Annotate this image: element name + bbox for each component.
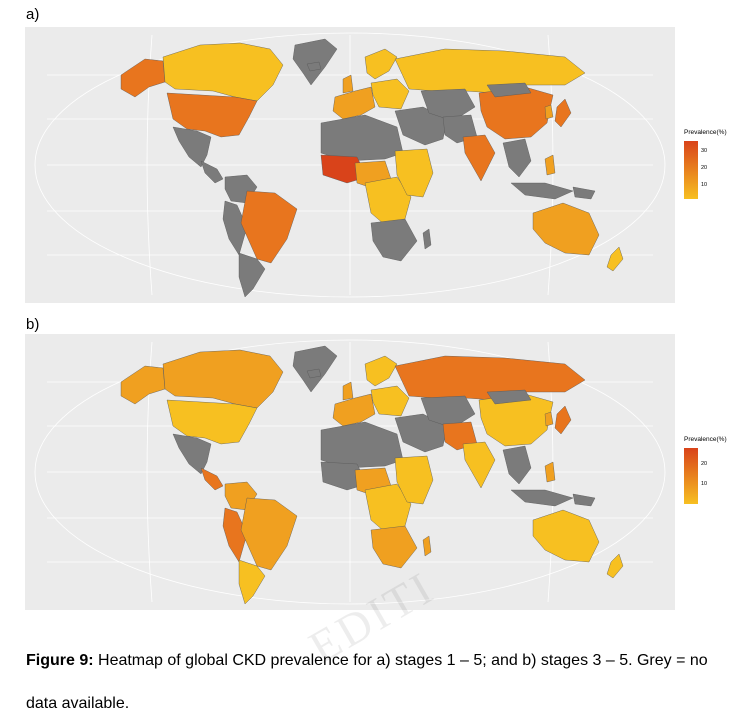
caption-figure-label: Figure 9: [26,652,94,669]
country-region-mexico-b [172,433,212,475]
country-region-uk-b [342,381,354,401]
country-region-greenland-b [292,345,338,393]
country-region-china-b [478,393,554,447]
legend-b-title: Prevalence(%) [684,436,727,443]
legend-a-tick-10: 10 [701,182,708,188]
caption-text: Heatmap of global CKD prevalence for a) … [93,652,708,669]
country-region-central-asia-b [420,395,476,429]
country-region-west-europe-a [332,86,376,120]
country-region-central-asia-a [420,88,476,122]
country-region-nz-a [606,246,624,272]
country-region-iceland-b [306,368,322,379]
country-region-brazil-a [240,190,298,264]
legend-a-tick-30: 30 [701,148,708,154]
country-region-korea-a [544,104,554,120]
country-region-australia-b [532,509,600,563]
map-panel-a [25,27,675,303]
country-region-madagascar-a [422,228,432,250]
country-region-australia-a [532,202,600,256]
country-region-se-asia-a [502,138,532,178]
country-region-turkey-m-e-b [394,413,448,453]
country-region-mongolia-a [486,82,532,98]
country-region-east-europe-b [370,385,410,417]
panel-a-label: a) [26,6,40,23]
country-region-brazil-b [240,497,298,571]
country-region-north-africa-a [320,114,404,162]
legend-a-tick-20: 20 [701,165,708,171]
country-region-alaska-b [120,365,166,405]
country-region-usa-b [166,399,258,445]
country-region-scand-a [364,48,398,80]
country-region-korea-b [544,411,554,427]
world-map-a [25,27,675,303]
country-region-southern-s-a-a [238,252,266,298]
country-region-usa-a [166,92,258,138]
legend-a-colorbar [684,141,698,199]
country-region-png-b [572,493,596,507]
country-region-central-am-a [200,160,224,184]
figure-caption-line2: data available. [26,695,130,712]
country-region-japan-b [554,405,572,435]
country-region-uk-a [342,74,354,94]
country-region-west-europe-b [332,393,376,427]
country-region-south-africa-a [370,218,418,262]
country-region-scand-b [364,355,398,387]
country-region-philippines-a [544,154,556,176]
country-region-east-africa-a [394,148,434,198]
country-region-indonesia-b [510,489,574,507]
country-region-indonesia-a [510,182,574,200]
country-region-mexico-a [172,126,212,168]
country-region-china-a [478,86,554,140]
country-region-japan-a [554,98,572,128]
country-region-south-africa-b [370,525,418,569]
legend-a-title: Prevalence(%) [684,129,727,136]
map-panel-b [25,334,675,610]
legend-b-colorbar [684,448,698,504]
country-region-india-a [462,134,496,182]
country-region-se-asia-b [502,445,532,485]
country-region-nz-b [606,553,624,579]
country-region-east-africa-b [394,455,434,505]
country-region-png-a [572,186,596,200]
country-region-north-africa-b [320,421,404,469]
figure-caption: Figure 9: Heatmap of global CKD prevalen… [26,650,726,672]
legend-b-tick-20: 20 [701,461,708,467]
country-region-philippines-b [544,461,556,483]
country-region-madagascar-b [422,535,432,557]
country-region-greenland-a [292,38,338,86]
country-region-east-europe-a [370,78,410,110]
country-region-canada-a [162,42,284,102]
country-region-canada-b [162,349,284,409]
panel-b-label: b) [26,316,40,333]
country-region-mongolia-b [486,389,532,405]
country-region-iceland-a [306,61,322,72]
country-region-central-am-b [200,467,224,491]
country-region-alaska-a [120,58,166,98]
world-map-b [25,334,675,610]
country-region-southern-s-a-b [238,559,266,605]
legend-b-tick-10: 10 [701,481,708,487]
country-region-turkey-m-e-a [394,106,448,146]
country-region-india-b [462,441,496,489]
